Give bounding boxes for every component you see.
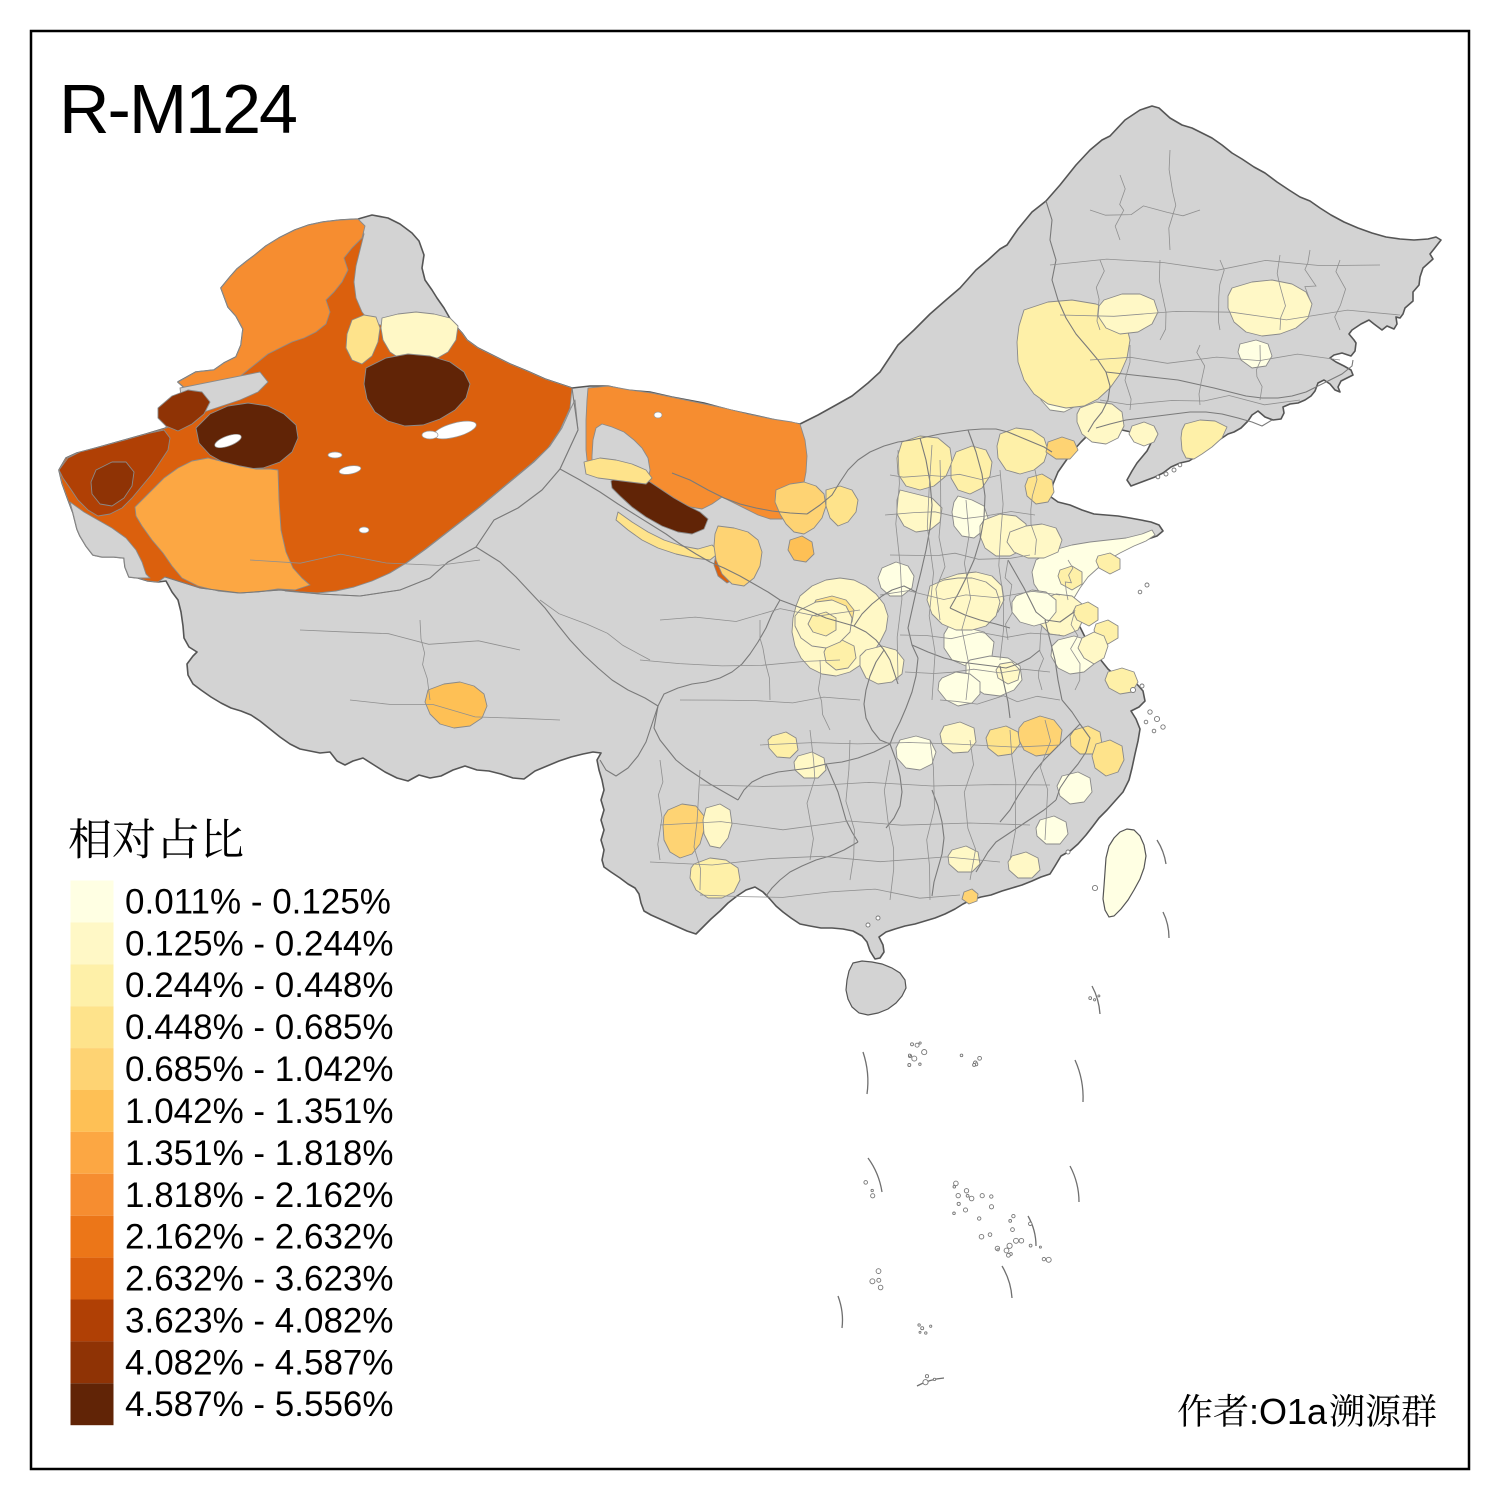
svg-text:0.244% - 0.448%: 0.244% - 0.448%	[125, 966, 394, 1005]
svg-text:0.011% - 0.125%: 0.011% - 0.125%	[125, 883, 391, 922]
svg-text:1.818% - 2.162%: 1.818% - 2.162%	[125, 1176, 394, 1215]
svg-text:0.125% - 0.244%: 0.125% - 0.244%	[125, 924, 394, 963]
svg-text:3.623% - 4.082%: 3.623% - 4.082%	[125, 1302, 394, 1341]
svg-text:1.351% - 1.818%: 1.351% - 1.818%	[125, 1134, 394, 1173]
svg-text:1.042% - 1.351%: 1.042% - 1.351%	[125, 1092, 394, 1131]
svg-text:2.632% - 3.623%: 2.632% - 3.623%	[125, 1260, 394, 1299]
svg-text:0.448% - 0.685%: 0.448% - 0.685%	[125, 1008, 394, 1047]
svg-text:4.587% - 5.556%: 4.587% - 5.556%	[125, 1385, 394, 1424]
svg-text:2.162% - 2.632%: 2.162% - 2.632%	[125, 1218, 394, 1257]
svg-text:4.082% - 4.587%: 4.082% - 4.587%	[125, 1343, 394, 1382]
svg-text:R-M124: R-M124	[59, 70, 296, 148]
svg-text:0.685% - 1.042%: 0.685% - 1.042%	[125, 1050, 394, 1089]
svg-text::O1a: :O1a	[1249, 1391, 1328, 1432]
